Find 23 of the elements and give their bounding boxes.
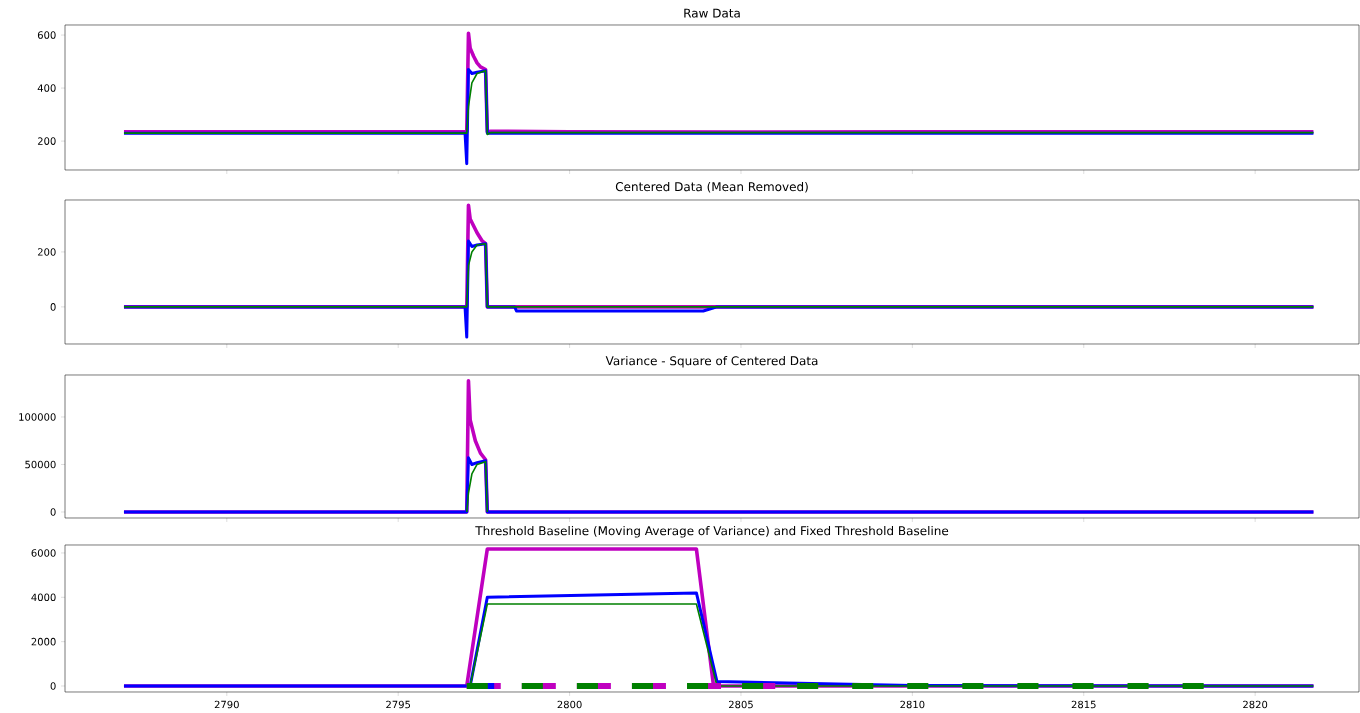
- chart-title: Threshold Baseline (Moving Average of Variance) and Fixed Threshold Baseline: [475, 526, 949, 538]
- y-tick-label: 2000: [31, 637, 56, 646]
- x-tick-label: 2815: [1071, 700, 1096, 709]
- y-tick-label: 0: [50, 682, 56, 690]
- x-tick-label: 2805: [728, 700, 753, 709]
- x-tick-label: 2800: [557, 700, 582, 709]
- x-tick-label: 2790: [214, 700, 239, 709]
- y-tick-label: 600: [37, 31, 56, 39]
- y-tick-label: 0: [50, 303, 56, 311]
- x-tick-label: 2820: [1243, 700, 1268, 709]
- y-tick-label: 50000: [25, 460, 56, 469]
- y-tick-label: 6000: [31, 549, 56, 557]
- y-tick-label: 0: [50, 508, 56, 516]
- y-tick-label: 200: [37, 137, 56, 145]
- chart-title: Centered Data (Mean Removed): [615, 181, 808, 193]
- x-tick-label: 2795: [386, 700, 411, 709]
- x-tick-label: 2810: [900, 700, 925, 709]
- y-tick-label: 100000: [19, 413, 56, 421]
- chart-title: Variance - Square of Centered Data: [605, 356, 818, 368]
- chart-title: Raw Data: [684, 8, 740, 18]
- y-tick-label: 400: [37, 84, 56, 92]
- y-tick-label: 200: [37, 248, 56, 256]
- y-tick-label: 4000: [31, 593, 56, 602]
